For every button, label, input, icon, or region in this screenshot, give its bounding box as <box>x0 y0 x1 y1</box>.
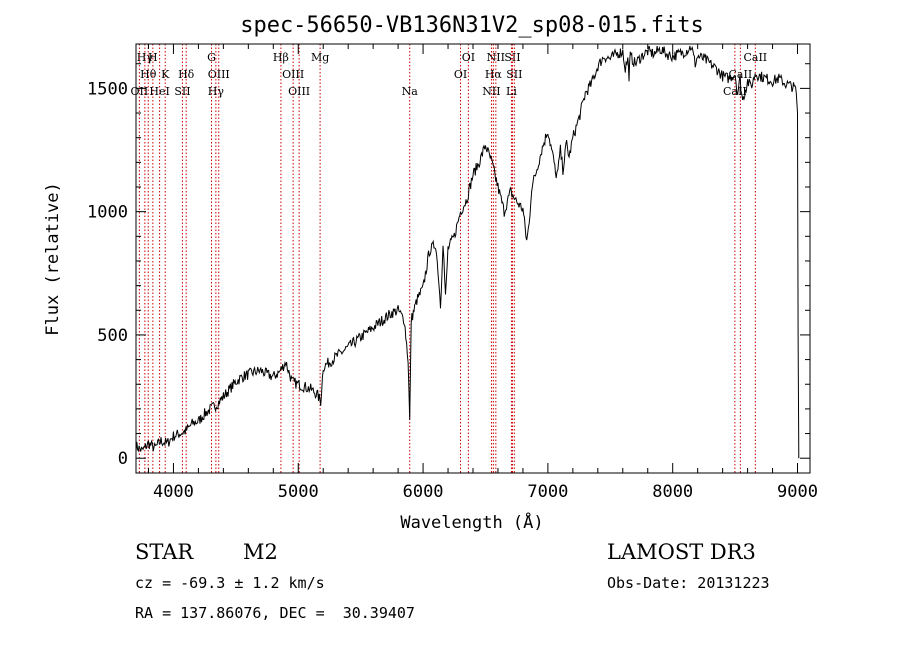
sky-coordinates: RA = 137.86076, DEC = 30.39407 <box>135 604 415 622</box>
spectral-line-label: G <box>207 51 216 64</box>
spectral-line-label: Hγ <box>208 85 225 98</box>
spectral-line-label: K <box>161 68 170 81</box>
y-tick-label: 0 <box>118 449 128 469</box>
axes: 4000 5000 6000 7000 8000 9000 0 500 1000 1500 <box>87 44 818 502</box>
y-tick-label: 1000 <box>87 203 128 223</box>
x-tick-label: 6000 <box>403 482 444 502</box>
object-subclass: M2 <box>243 540 278 564</box>
spectral-line-label: HeI <box>149 85 169 98</box>
x-tick-label: 5000 <box>278 482 319 502</box>
spectral-line-label: Hγ <box>137 51 154 64</box>
spectrum-chart: spec-56650-VB136N31V2_sp08-015.fits HγH G… <box>43 13 818 533</box>
chart-title: spec-56650-VB136N31V2_sp08-015.fits <box>240 13 704 38</box>
survey-name: LAMOST DR3 <box>607 540 756 564</box>
observation-date: Obs-Date: 20131223 <box>607 574 770 592</box>
spectral-line-label: CaII <box>743 51 767 64</box>
spectral-line-label: SII <box>174 85 190 98</box>
spectral-line-label: OIII <box>288 85 310 98</box>
spectral-line-label: NII <box>487 51 505 64</box>
redshift-velocity: cz = -69.3 ± 1.2 km/s <box>135 574 325 592</box>
plot-frame <box>135 43 811 474</box>
y-axis-label: Flux (relative) <box>43 182 63 336</box>
y-tick-label: 500 <box>97 326 128 346</box>
x-tick-label: 4000 <box>153 482 194 502</box>
spectral-line-label: CaII <box>723 85 747 98</box>
spectral-line-label: OI <box>454 68 467 81</box>
spectral-line-label: SII <box>504 51 520 64</box>
spectral-line-label: OI <box>462 51 475 64</box>
spectral-line-label: Na <box>402 85 419 98</box>
x-tick-label: 8000 <box>652 482 693 502</box>
spectral-line-label: OIII <box>208 68 230 81</box>
spectral-line-label: Hβ <box>273 51 289 64</box>
spectrum-series <box>135 45 800 459</box>
spectral-line-label: SII <box>506 68 522 81</box>
spectral-line-label: Mg <box>311 51 329 64</box>
object-class: STAR <box>135 540 194 564</box>
spectral-line-label: CaII <box>729 68 753 81</box>
spectral-line-label: H <box>148 51 158 64</box>
spectral-line-label: NII <box>482 85 500 98</box>
spectral-line-label: Hθ <box>140 68 157 81</box>
x-tick-label: 9000 <box>777 482 818 502</box>
spectral-line-label: Hα <box>485 68 503 81</box>
y-tick-label: 1500 <box>87 79 128 99</box>
spectral-line-label: Li <box>506 85 517 98</box>
spectrum-line <box>135 45 800 459</box>
x-tick-label: 7000 <box>527 482 568 502</box>
spectral-line-label: OIII <box>282 68 304 81</box>
spectral-line-label: OII <box>131 85 149 98</box>
spectral-line-label: Hδ <box>178 68 195 81</box>
x-axis-label: Wavelength (Å) <box>400 511 543 533</box>
